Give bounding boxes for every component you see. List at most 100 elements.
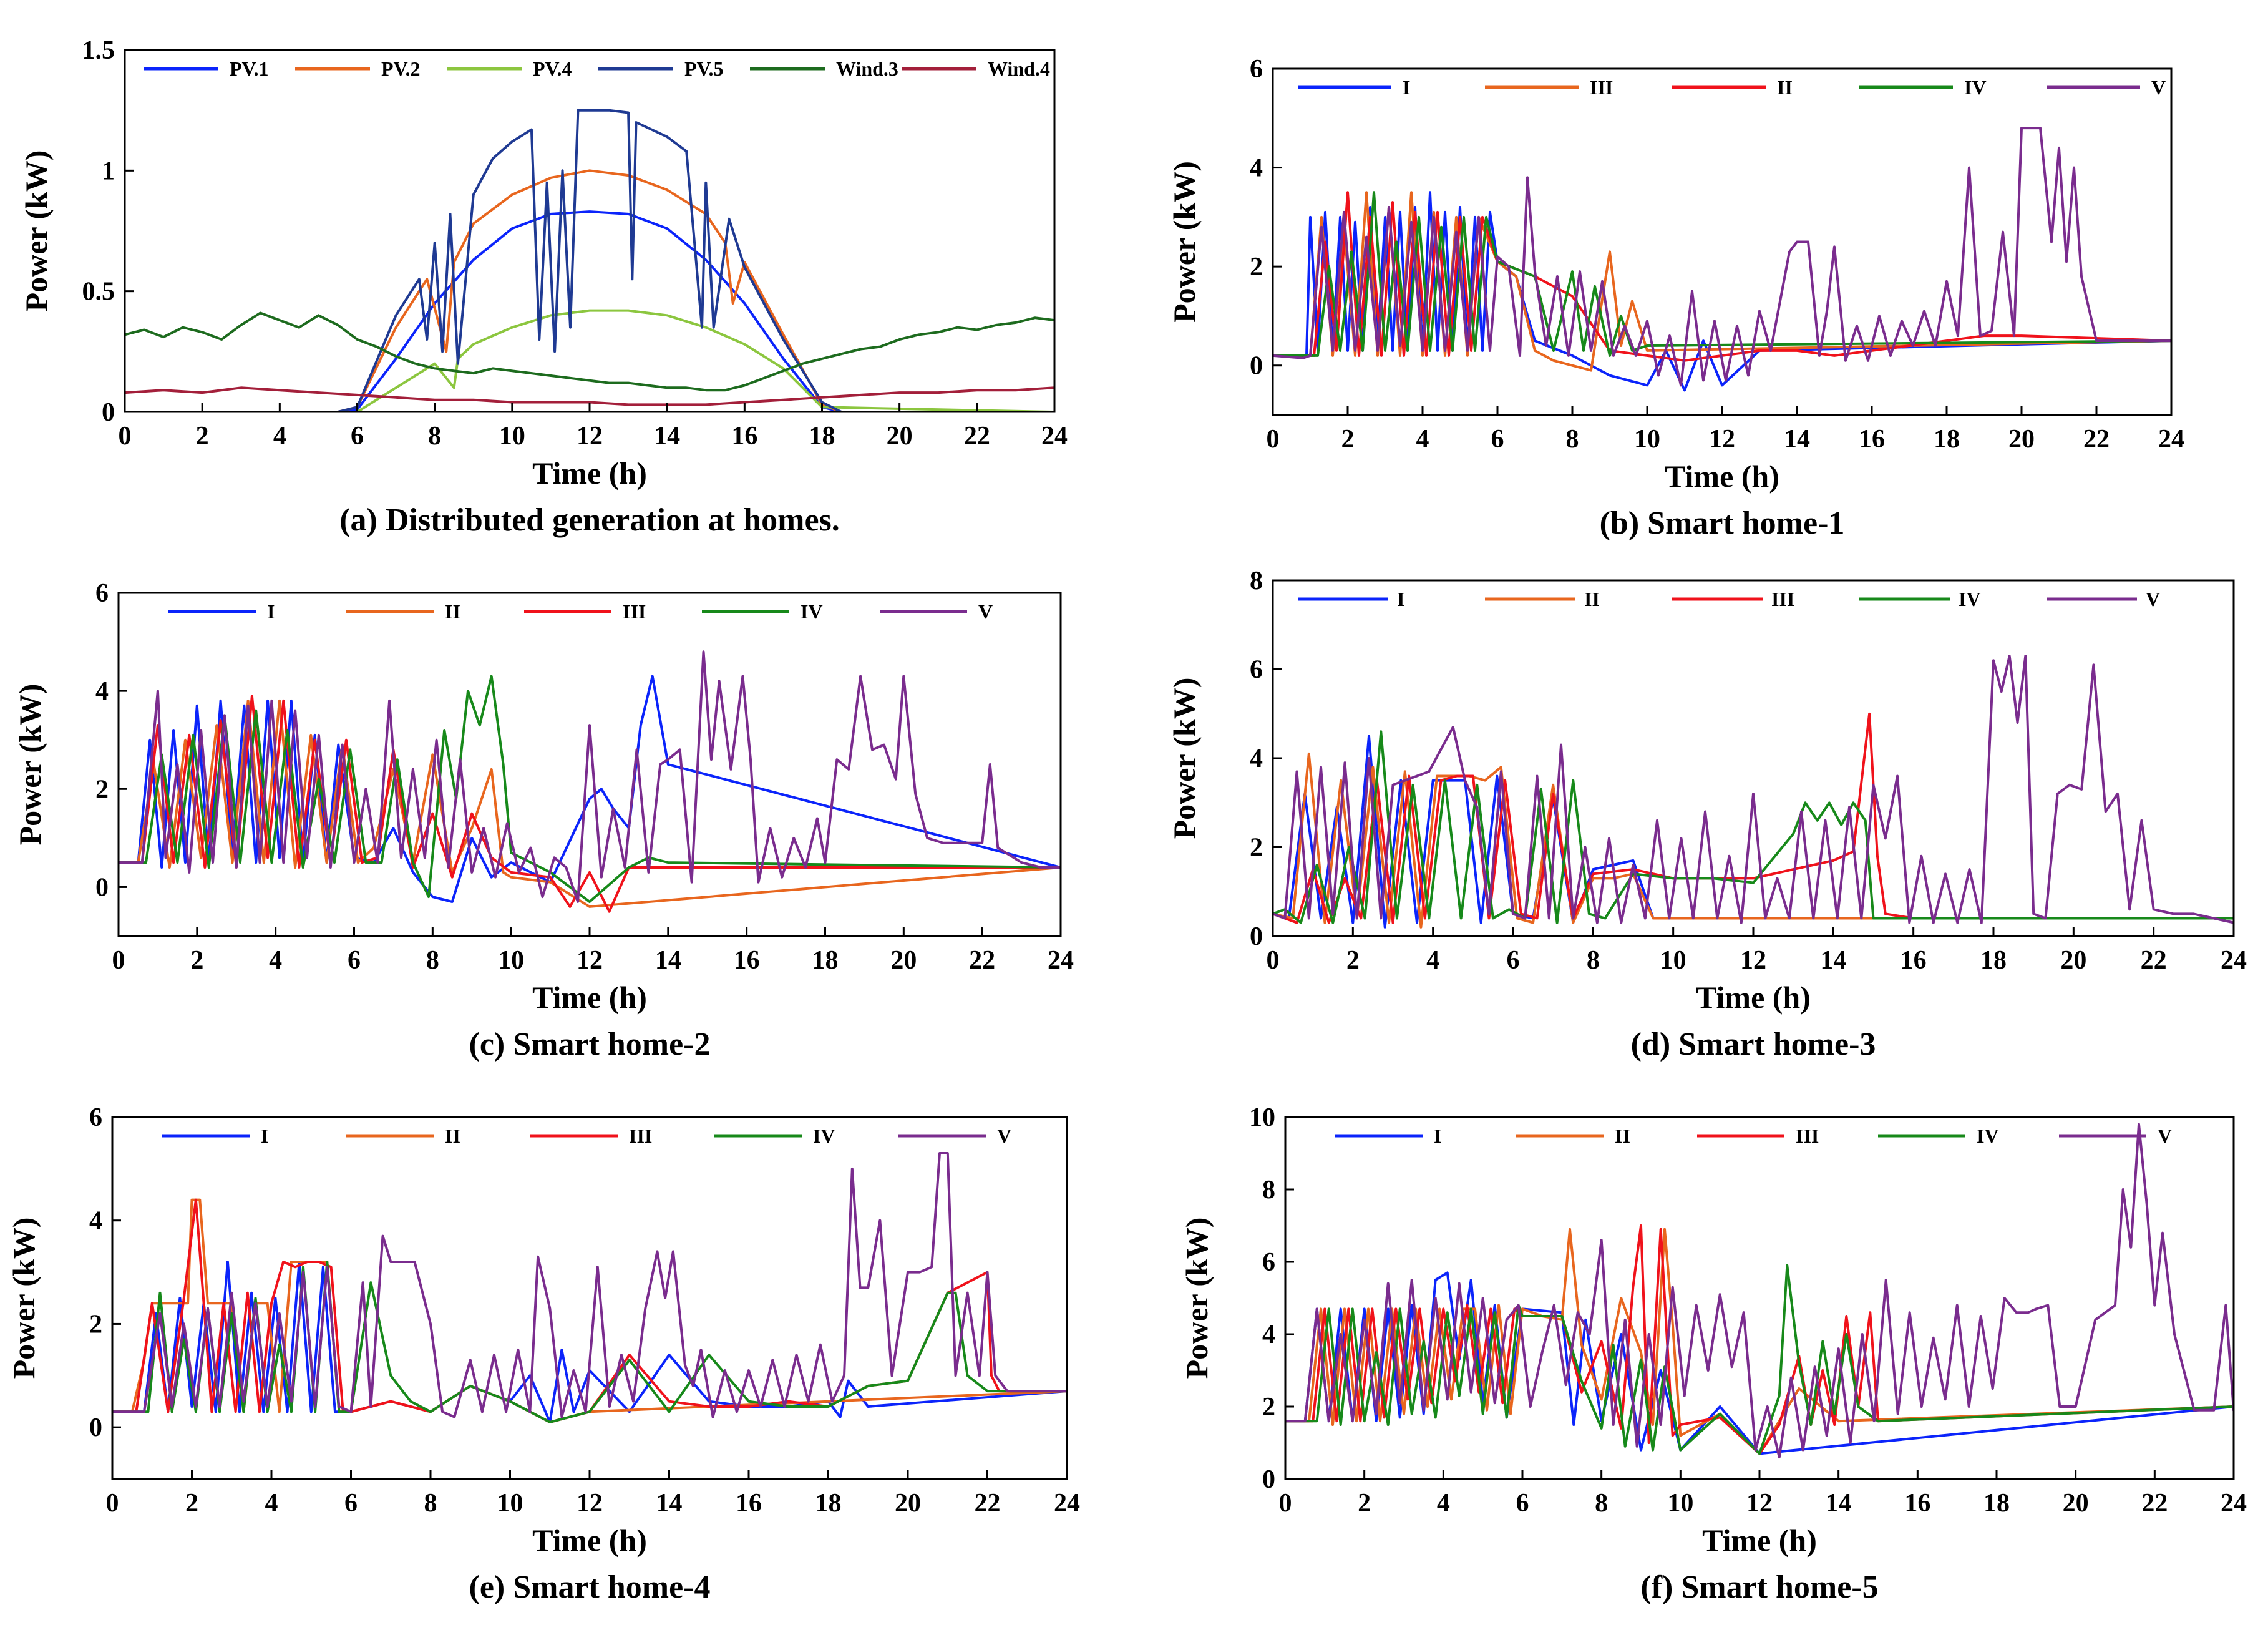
chart-caption: (a) Distributed generation at homes. — [339, 502, 840, 538]
series-line-iii — [1273, 712, 2234, 924]
series-line-iv — [1273, 191, 2171, 357]
y-tick-label: 2 — [1250, 834, 1263, 862]
series-line-v — [1285, 1123, 2234, 1459]
x-tick-label: 22 — [2141, 1489, 2168, 1518]
x-tick-label: 2 — [185, 1489, 198, 1518]
x-tick-label: 20 — [2008, 425, 2035, 454]
legend-label: III — [1590, 76, 1613, 99]
axis-frame — [124, 49, 1056, 413]
y-axis-title: Power (kW) — [6, 1218, 41, 1379]
legend-label: PV.1 — [230, 57, 269, 80]
x-tick-label: 4 — [273, 422, 286, 451]
series-line-pv-4 — [125, 309, 1054, 412]
x-tick-label: 22 — [2083, 425, 2110, 454]
legend-label: III — [1771, 588, 1794, 610]
y-tick-label: 0 — [102, 398, 115, 427]
y-tick-label: 6 — [95, 579, 109, 608]
y-tick-label: 4 — [1250, 154, 1263, 183]
y-tick-label: 4 — [89, 1207, 102, 1236]
y-axis-title: Power (kW) — [1179, 1218, 1214, 1379]
x-tick-label: 14 — [654, 422, 680, 451]
x-tick-label: 10 — [497, 1489, 523, 1518]
x-tick-label: 20 — [887, 422, 913, 451]
series-line-v — [1273, 655, 2234, 924]
x-tick-label: 12 — [577, 1489, 603, 1518]
x-tick-label: 2 — [190, 946, 203, 975]
series-line-pv-1 — [125, 210, 1054, 412]
x-tick-label: 24 — [1048, 946, 1074, 975]
x-tick-label: 12 — [577, 946, 603, 975]
y-axis-title: Power (kW) — [12, 684, 47, 846]
series-line-v — [1273, 127, 2171, 387]
x-tick-label: 4 — [1437, 1489, 1450, 1518]
y-tick-label: 6 — [1250, 656, 1263, 685]
x-tick-label: 4 — [1416, 425, 1429, 454]
x-tick-label: 14 — [655, 946, 681, 975]
chart-caption: (e) Smart home-4 — [469, 1569, 711, 1605]
legend-label: III — [629, 1125, 652, 1147]
series-group — [1273, 127, 2171, 392]
series-line-v — [119, 650, 1061, 903]
x-tick-label: 10 — [1667, 1489, 1693, 1518]
x-tick-label: 0 — [106, 1489, 119, 1518]
x-tick-label: 16 — [1859, 425, 1885, 454]
y-tick-label: 4 — [1250, 744, 1263, 773]
x-tick-label: 4 — [269, 946, 282, 975]
x-tick-label: 10 — [498, 946, 524, 975]
series-group — [119, 650, 1061, 913]
x-tick-label: 6 — [1516, 1489, 1529, 1518]
legend-label: V — [2158, 1125, 2172, 1147]
y-tick-label: 1.5 — [82, 36, 115, 65]
x-tick-label: 8 — [426, 946, 439, 975]
series-line-v — [112, 1152, 1067, 1418]
x-tick-label: 10 — [1660, 946, 1686, 975]
y-tick-label: 0 — [1262, 1465, 1275, 1494]
x-tick-label: 22 — [964, 422, 990, 451]
series-line-ii — [1273, 191, 2171, 362]
y-tick-label: 0.5 — [82, 278, 115, 306]
y-tick-label: 4 — [95, 677, 109, 706]
x-tick-label: 16 — [736, 1489, 762, 1518]
x-tick-label: 10 — [1634, 425, 1660, 454]
legend-label: IV — [1977, 1125, 1999, 1147]
legend-label: I — [1434, 1125, 1441, 1147]
x-tick-label: 8 — [428, 422, 441, 451]
y-tick-label: 6 — [1262, 1248, 1275, 1277]
legend-label: I — [1403, 76, 1410, 99]
legend-label: PV.2 — [381, 57, 421, 80]
legend-label: I — [261, 1125, 268, 1147]
x-tick-label: 14 — [1784, 425, 1810, 454]
x-tick-label: 16 — [1901, 946, 1927, 975]
x-tick-label: 2 — [1358, 1489, 1371, 1518]
y-tick-label: 10 — [1249, 1103, 1275, 1132]
series-group — [1285, 1123, 2234, 1459]
legend-label: II — [1584, 588, 1600, 610]
y-tick-label: 2 — [95, 775, 109, 804]
x-tick-label: 2 — [1346, 946, 1360, 975]
y-tick-label: 2 — [1262, 1393, 1275, 1422]
legend: PV.1 PV.2 PV.4 PV.5 Wind.3 Wind.4 — [144, 57, 1050, 80]
legend-label: IV — [813, 1125, 835, 1147]
x-tick-label: 6 — [1507, 946, 1520, 975]
x-tick-label: 18 — [1934, 425, 1960, 454]
x-tick-label: 22 — [975, 1489, 1001, 1518]
y-tick-label: 4 — [1262, 1320, 1275, 1349]
x-tick-label: 24 — [1041, 422, 1068, 451]
x-axis-title: Time (h) — [532, 1523, 647, 1558]
x-tick-label: 0 — [119, 422, 132, 451]
x-tick-label: 18 — [812, 946, 839, 975]
series-line-iv — [1285, 1264, 2234, 1455]
y-tick-label: 0 — [1250, 352, 1263, 381]
x-tick-label: 10 — [499, 422, 525, 451]
axis-frame — [1284, 1116, 2235, 1480]
x-tick-label: 8 — [1595, 1489, 1608, 1518]
chart-caption: (c) Smart home-2 — [469, 1027, 711, 1062]
x-axis-title: Time (h) — [532, 456, 647, 491]
chart-caption: (d) Smart home-3 — [1631, 1027, 1876, 1062]
x-tick-label: 0 — [1279, 1489, 1292, 1518]
x-tick-label: 16 — [1904, 1489, 1930, 1518]
